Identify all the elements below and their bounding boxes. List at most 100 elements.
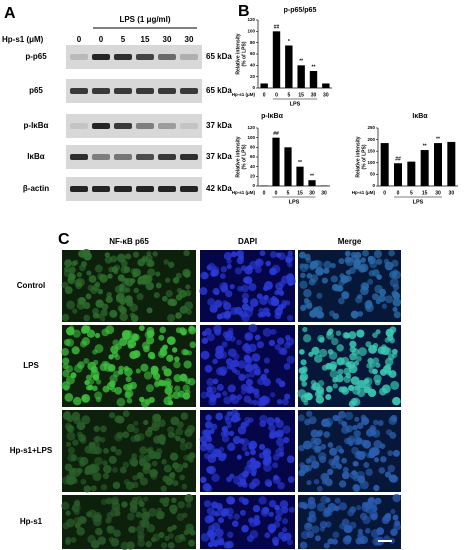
cell [392, 306, 398, 312]
cell [299, 280, 308, 289]
cell [223, 541, 231, 549]
y-tick-label: 100 [247, 135, 255, 140]
cell [242, 343, 251, 352]
band [114, 154, 132, 160]
bar [284, 147, 292, 186]
cell [225, 358, 233, 366]
cell [109, 309, 118, 318]
cell [96, 379, 102, 385]
cell [314, 535, 321, 542]
cell [347, 361, 356, 369]
cell [100, 498, 108, 506]
cell [174, 463, 184, 473]
cell [179, 328, 188, 336]
cell [305, 464, 312, 472]
cell [199, 287, 208, 296]
blot-row-size: 37 kDa [206, 152, 232, 161]
cell [300, 394, 309, 403]
cell [248, 481, 257, 490]
y-axis-label: Relative intensity [355, 136, 361, 177]
band [158, 186, 176, 192]
cell [278, 380, 286, 388]
cell [212, 358, 218, 365]
cell [102, 385, 110, 393]
cell [174, 534, 183, 544]
cell [125, 376, 132, 383]
cell [319, 520, 328, 529]
significance: ## [395, 157, 401, 163]
dose: 5 [121, 35, 126, 44]
cell [232, 435, 242, 445]
cell [102, 460, 108, 466]
cell [136, 525, 145, 534]
band [70, 54, 88, 60]
x-tick-label: 0 [263, 190, 266, 196]
cell [245, 385, 254, 394]
cell [134, 434, 141, 441]
cell [120, 541, 129, 550]
cell [257, 312, 263, 318]
cell [94, 264, 103, 273]
cell [63, 385, 70, 391]
cell [282, 425, 291, 434]
cell [85, 325, 91, 331]
cell [118, 365, 124, 372]
cell [186, 424, 196, 434]
cell [68, 468, 76, 476]
cell [212, 378, 219, 385]
cell [265, 260, 271, 267]
cell [244, 266, 253, 275]
y-tick-label: 100 [247, 29, 255, 34]
cell [71, 260, 77, 267]
cell [369, 447, 379, 457]
cell [136, 293, 144, 301]
cell [250, 471, 257, 477]
cell [297, 414, 305, 422]
y-tick-label: 120 [247, 125, 255, 130]
cell [320, 443, 327, 450]
cell [336, 357, 345, 366]
cell [132, 427, 140, 434]
cell [223, 302, 232, 311]
cell [283, 363, 291, 370]
cell [252, 399, 259, 406]
cell [357, 311, 364, 317]
cell [132, 475, 138, 481]
cell [392, 396, 401, 406]
cell [122, 332, 131, 341]
cell [332, 531, 340, 539]
cell [272, 462, 279, 469]
x-tick-label: 0 [383, 190, 386, 196]
cell [256, 341, 264, 349]
cell [326, 385, 333, 393]
column-header: NF-κB p65 [109, 237, 149, 246]
cell [215, 536, 225, 545]
cell [259, 420, 267, 428]
cell [108, 354, 114, 360]
blot-strip [66, 114, 202, 138]
cell [348, 267, 356, 275]
cell [326, 468, 334, 476]
cell [181, 483, 188, 490]
significance: ** [310, 174, 314, 180]
cell [316, 292, 323, 299]
cell [95, 299, 104, 308]
cell [261, 506, 269, 515]
cell [129, 500, 138, 509]
cell [323, 431, 331, 438]
cell [333, 284, 342, 292]
cell [213, 511, 219, 517]
cell [114, 354, 121, 361]
cell [203, 500, 212, 508]
cell [110, 386, 117, 393]
cell [112, 467, 118, 473]
cell [246, 534, 254, 543]
row-label: LPS [23, 361, 39, 370]
cell [76, 431, 83, 438]
cell [240, 389, 247, 395]
x-axis-label: Hp-s1 (μM) [352, 190, 376, 195]
cell [129, 351, 138, 360]
cell [303, 522, 313, 531]
bar [322, 83, 330, 88]
cell [285, 256, 293, 264]
